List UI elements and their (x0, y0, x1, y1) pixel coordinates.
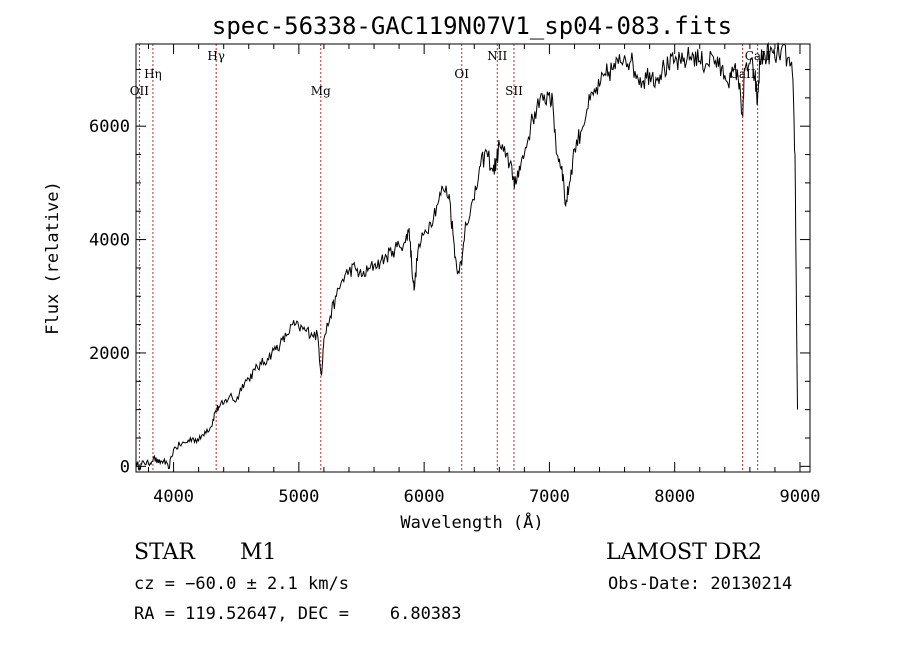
line-label-3: Mg (311, 84, 331, 98)
line-label-4: OI (454, 67, 469, 81)
object-subclass: M1 (240, 540, 277, 565)
line-label-0: OII (130, 84, 150, 98)
line-label-5: NII (487, 49, 507, 63)
object-class: STAR (134, 540, 195, 565)
coordinates: RA = 119.52647, DEC = 6.80383 (134, 604, 462, 624)
x-tick-label-0: 4000 (153, 487, 194, 507)
y-tick-label-0: 0 (120, 457, 130, 477)
x-tick-label-5: 9000 (780, 487, 821, 507)
line-label-2: Hγ (207, 49, 225, 63)
survey-name: LAMOST DR2 (606, 540, 762, 565)
chart-title: spec-56338-GAC119N07V1_sp04-083.fits (212, 12, 732, 40)
x-axis-label: Wavelength (Å) (400, 511, 543, 533)
line-label-6: SII (505, 84, 523, 98)
x-tick-label-4: 8000 (654, 487, 695, 507)
y-tick-label-3: 6000 (89, 117, 130, 137)
spectrum-line (135, 42, 798, 472)
plot-frame (135, 43, 811, 473)
spectrum-chart: spec-56338-GAC119N07V1_sp04-083.fits OII… (43, 12, 820, 533)
y-tick-label-1: 2000 (89, 344, 130, 364)
y-axis-label: Flux (relative) (43, 181, 63, 335)
y-tick-label-2: 4000 (89, 231, 130, 251)
redshift-cz: cz = −60.0 ± 2.1 km/s (134, 574, 349, 594)
spectrum-series (135, 42, 798, 472)
x-tick-label-3: 7000 (529, 487, 570, 507)
x-tick-label-1: 5000 (278, 487, 319, 507)
line-label-1: Hη (144, 67, 162, 81)
x-tick-label-2: 6000 (404, 487, 445, 507)
axis-ticks: 4000 5000 6000 7000 8000 9000 0 2000 4000 6000 (89, 44, 820, 507)
obs-date: Obs-Date: 20130214 (608, 574, 793, 594)
